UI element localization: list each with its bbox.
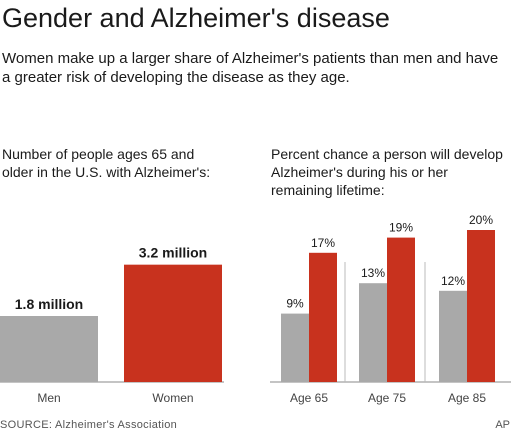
value-label-women-age-85: 20% — [469, 213, 493, 227]
bar-women-age-65 — [309, 252, 337, 382]
category-label-women: Women — [152, 391, 193, 405]
bar-men — [0, 316, 98, 382]
value-label-men-age-85: 12% — [441, 274, 465, 288]
chart-subtitle: Women make up a larger share of Alzheime… — [2, 50, 499, 86]
category-label-age-75: Age 75 — [368, 391, 406, 405]
credit-label: AP — [495, 419, 510, 431]
chart-title: Gender and Alzheimer's disease — [2, 3, 390, 33]
right-panel-title: Percent chance a person will develop Alz… — [271, 146, 503, 198]
value-label-men-age-65: 9% — [286, 297, 304, 311]
bar-men-age-85 — [439, 290, 467, 382]
source-note: SOURCE: Alzheimer's Association — [0, 419, 178, 431]
value-label-men-age-75: 13% — [361, 266, 385, 280]
bar-women-age-85 — [467, 230, 495, 382]
category-label-age-85: Age 85 — [448, 391, 486, 405]
bar-men-age-75 — [359, 283, 387, 382]
bar-men-age-65 — [281, 313, 309, 382]
bar-women — [124, 264, 222, 382]
value-label-men: 1.8 million — [15, 296, 83, 312]
left-panel-title: Number of people ages 65 and older in th… — [2, 146, 211, 180]
category-label-age-65: Age 65 — [290, 391, 328, 405]
value-label-women: 3.2 million — [139, 245, 207, 261]
value-label-women-age-75: 19% — [389, 221, 413, 235]
category-label-men: Men — [37, 391, 60, 405]
bar-women-age-75 — [387, 237, 415, 382]
value-label-women-age-65: 17% — [311, 236, 335, 250]
